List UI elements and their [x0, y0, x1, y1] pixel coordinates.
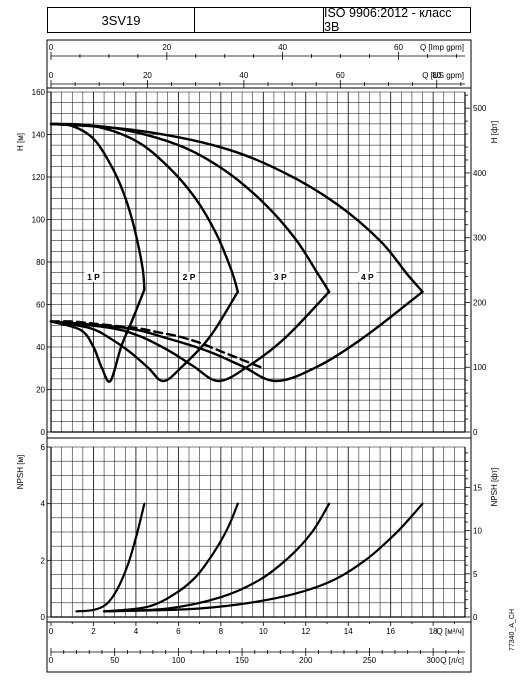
m3h-axis-label: Q [м³/ч] [437, 627, 464, 636]
npsh-ft-tick-label: 15 [473, 483, 482, 492]
imp-gpm-tick-label: 60 [394, 43, 403, 52]
head-curve-8 [49, 320, 265, 370]
head-y-axis-title: H [м] [16, 133, 25, 151]
head-y-tick-label: 0 [41, 428, 46, 437]
curve-label-1: 1 P [87, 272, 100, 282]
curve-label-4: 4 P [361, 272, 374, 282]
npsh-chart-frame [46, 437, 472, 623]
head-curve-3 [49, 122, 424, 293]
model-label: 3SV19 [101, 12, 141, 28]
imp-gpm-tick-label: 20 [162, 43, 171, 52]
head-y-tick-label: 120 [32, 173, 46, 182]
head-curve-4 [49, 288, 146, 383]
us-gpm-tick-label: 60 [336, 71, 345, 80]
curve-label-2: 2 P [183, 272, 196, 282]
npsh-y-tick-label: 4 [41, 500, 46, 509]
curve-label-bg [84, 272, 103, 282]
imp-gpm-axis-label: Q [Imp gpm] [420, 43, 464, 52]
npsh-curve-3 [103, 502, 424, 613]
us-gpm-tick-label: 20 [143, 71, 152, 80]
m3h-tick-label: 4 [134, 627, 139, 636]
head-ft-tick-label: 300 [473, 234, 487, 243]
ls-tick-label: 300 [426, 656, 440, 665]
npsh-curve-1 [103, 502, 239, 613]
npsh-ft-tick-label: 5 [473, 570, 478, 579]
head-ft-tick-label: 400 [473, 169, 487, 178]
ls-axis-label: Q [л/с] [440, 656, 464, 665]
m3h-tick-label: 6 [176, 627, 181, 636]
top-axes-frame [46, 39, 472, 89]
head-ft-tick-label: 200 [473, 298, 487, 307]
head-curve-7 [49, 290, 424, 383]
head-curve-5 [49, 290, 239, 383]
npsh-y-tick-label: 0 [41, 613, 46, 622]
npsh-curve-2 [103, 502, 331, 613]
head-curve-0 [49, 122, 146, 291]
ls-tick-label: 150 [235, 656, 249, 665]
imp-gpm-tick-label: 0 [49, 43, 54, 52]
npsh-y-axis-title: NPSH [м] [16, 455, 25, 489]
imp-gpm-tick-label: 40 [278, 43, 287, 52]
chart-axes [47, 52, 470, 656]
ls-tick-label: 0 [49, 656, 54, 665]
head-y-tick-label: 60 [36, 301, 45, 310]
npsh-ft-tick-label: 10 [473, 527, 482, 536]
head-y-tick-label: 40 [36, 343, 45, 352]
m3h-tick-label: 10 [259, 627, 268, 636]
ls-tick-label: 50 [110, 656, 119, 665]
m3h-tick-label: 18 [429, 627, 438, 636]
head-y-tick-label: 160 [32, 88, 46, 97]
standard-label: ISO 9906:2012 - класс 3B [324, 6, 452, 34]
curve-label-bg [180, 272, 198, 282]
m3h-tick-label: 8 [219, 627, 224, 636]
us-gpm-tick-label: 40 [239, 71, 248, 80]
m3h-tick-label: 0 [49, 627, 54, 636]
npsh-y-tick-label: 6 [41, 443, 46, 452]
npsh-ft-tick-label: 0 [473, 613, 478, 622]
standard-cell: ISO 9906:2012 - класс 3B [323, 6, 471, 34]
m3h-tick-label: 14 [344, 627, 353, 636]
model-cell: 3SV19 [47, 7, 195, 33]
npsh-y-tick-label: 2 [41, 556, 46, 565]
us-gpm-tick-label: 0 [49, 71, 54, 80]
chart-series [49, 122, 424, 613]
head-y-tick-label: 20 [36, 386, 45, 395]
m3h-tick-label: 2 [91, 627, 96, 636]
head-chart-frame [46, 87, 472, 439]
head-ft-tick-label: 0 [473, 428, 478, 437]
head-curve-6 [49, 290, 331, 383]
npsh-curve-0 [75, 502, 146, 613]
ls-tick-label: 200 [299, 656, 313, 665]
head-ft-axis-title: H [фт] [490, 121, 499, 144]
head-y-tick-label: 140 [32, 131, 46, 140]
curve-label-3: 3 P [274, 272, 287, 282]
head-y-tick-label: 100 [32, 216, 46, 225]
chart-frames [46, 39, 472, 673]
ls-tick-label: 250 [363, 656, 377, 665]
blank-cell [194, 7, 324, 33]
head-ft-tick-label: 500 [473, 104, 487, 113]
head-ft-tick-label: 100 [473, 363, 487, 372]
ls-tick-label: 100 [172, 656, 186, 665]
curve-label-bg [358, 272, 377, 282]
npsh-ft-axis-title: NPSH [фт] [490, 468, 499, 507]
drawing-code: 77340_A_CH [509, 609, 516, 651]
us-gpm-axis-label: Q [US gpm] [422, 71, 464, 80]
head-y-tick-label: 80 [36, 258, 45, 267]
head-curve-1 [49, 122, 239, 293]
us-gpm-tick-label: 80 [432, 71, 441, 80]
m3h-tick-label: 16 [386, 627, 395, 636]
head-curve-2 [49, 122, 331, 293]
curve-label-bg [271, 272, 290, 282]
m3h-tick-label: 12 [301, 627, 310, 636]
chart-text: 0 20 40 60 Q [Imp gpm]0 20 40 60 80Q [US gpm]020… [16, 43, 516, 665]
